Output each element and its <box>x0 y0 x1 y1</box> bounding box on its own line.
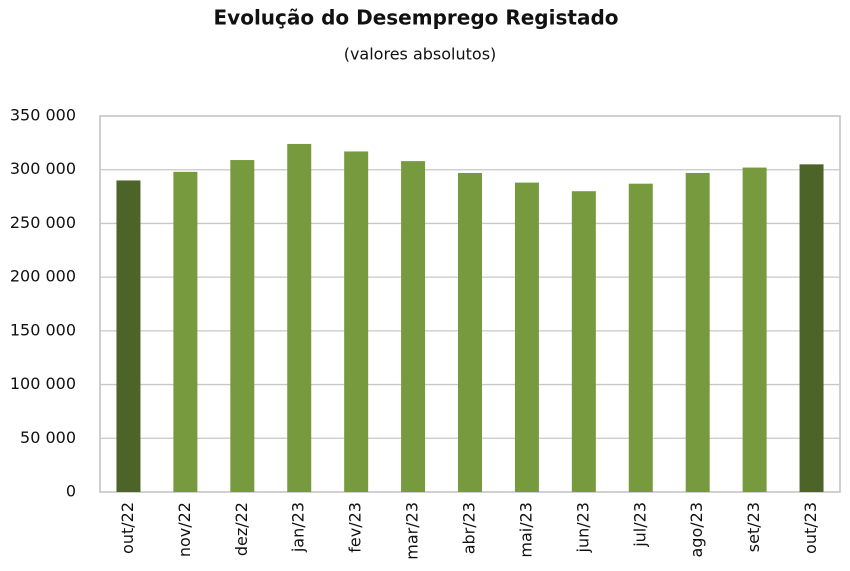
bar <box>628 183 653 492</box>
x-tick-label: abr/23 <box>460 502 479 554</box>
y-tick-label: 350 000 <box>10 106 76 125</box>
bar <box>458 172 482 493</box>
x-tick-label: fev/23 <box>346 502 365 553</box>
y-tick-label: 0 <box>66 482 76 501</box>
y-tick-label: 50 000 <box>20 428 76 447</box>
bar <box>571 191 596 492</box>
x-tick-label: set/23 <box>744 502 763 552</box>
x-tick-label: mar/23 <box>403 502 422 560</box>
bar <box>685 172 710 493</box>
bar <box>799 164 824 493</box>
x-tick-label: ago/23 <box>687 502 706 558</box>
x-tick-label: out/22 <box>118 502 137 554</box>
y-tick-label: 250 000 <box>10 213 76 232</box>
x-tick-label: out/23 <box>801 502 820 554</box>
bar <box>344 151 369 493</box>
y-tick-label: 100 000 <box>10 374 76 393</box>
x-tick-label: jan/23 <box>289 502 308 553</box>
bar <box>514 182 539 492</box>
bar <box>287 143 312 492</box>
y-tick-label: 150 000 <box>10 320 76 339</box>
bar <box>401 161 426 492</box>
x-tick-label: mai/23 <box>516 502 535 558</box>
chart-title: Evolução do Desemprego Registado <box>214 6 619 30</box>
x-tick-label: jun/23 <box>573 502 592 553</box>
y-tick-label: 300 000 <box>10 159 76 178</box>
y-tick-label: 200 000 <box>10 267 76 286</box>
x-tick-label: nov/22 <box>175 502 194 557</box>
x-tick-label: dez/22 <box>232 502 251 556</box>
bar <box>116 180 141 492</box>
chart-subtitle: (valores absolutos) <box>344 45 497 64</box>
x-tick-label: jul/23 <box>630 502 649 548</box>
bar <box>173 171 198 492</box>
bar <box>230 160 255 492</box>
bar <box>742 167 767 492</box>
